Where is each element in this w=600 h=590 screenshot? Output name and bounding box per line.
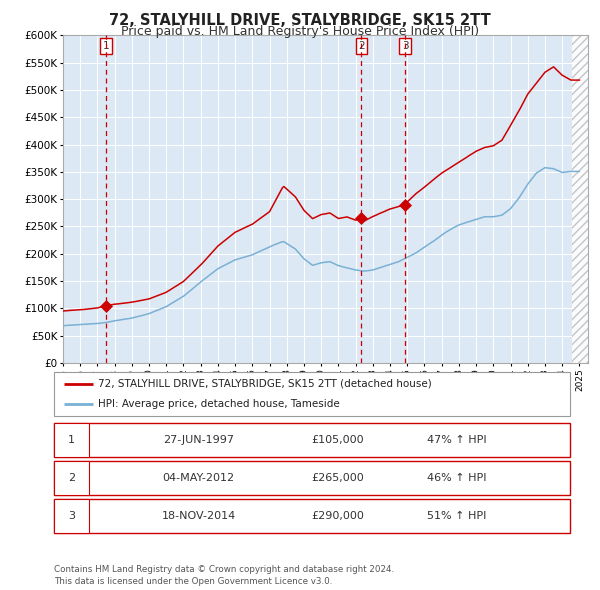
Text: 72, STALYHILL DRIVE, STALYBRIDGE, SK15 2TT: 72, STALYHILL DRIVE, STALYBRIDGE, SK15 2… [109, 13, 491, 28]
Text: Price paid vs. HM Land Registry's House Price Index (HPI): Price paid vs. HM Land Registry's House … [121, 25, 479, 38]
FancyBboxPatch shape [54, 499, 89, 533]
Text: 3: 3 [68, 511, 75, 520]
Text: £290,000: £290,000 [311, 511, 364, 520]
FancyBboxPatch shape [54, 461, 570, 495]
FancyBboxPatch shape [54, 372, 570, 416]
Text: Contains HM Land Registry data © Crown copyright and database right 2024.
This d: Contains HM Land Registry data © Crown c… [54, 565, 394, 586]
Text: 1: 1 [68, 435, 75, 445]
Text: £105,000: £105,000 [311, 435, 364, 445]
FancyBboxPatch shape [54, 423, 570, 457]
Text: 18-NOV-2014: 18-NOV-2014 [161, 511, 236, 520]
Text: 72, STALYHILL DRIVE, STALYBRIDGE, SK15 2TT (detached house): 72, STALYHILL DRIVE, STALYBRIDGE, SK15 2… [98, 379, 431, 389]
Text: 51% ↑ HPI: 51% ↑ HPI [427, 511, 486, 520]
FancyBboxPatch shape [54, 499, 570, 533]
Text: 1: 1 [103, 41, 109, 51]
FancyBboxPatch shape [54, 461, 89, 495]
Text: 04-MAY-2012: 04-MAY-2012 [163, 473, 235, 483]
Text: 2: 2 [358, 41, 365, 51]
Text: £265,000: £265,000 [311, 473, 364, 483]
FancyBboxPatch shape [54, 423, 89, 457]
Text: 47% ↑ HPI: 47% ↑ HPI [427, 435, 486, 445]
Text: 27-JUN-1997: 27-JUN-1997 [163, 435, 234, 445]
Text: 3: 3 [402, 41, 409, 51]
Text: HPI: Average price, detached house, Tameside: HPI: Average price, detached house, Tame… [98, 399, 340, 409]
Text: 2: 2 [68, 473, 75, 483]
Text: 46% ↑ HPI: 46% ↑ HPI [427, 473, 486, 483]
Polygon shape [572, 35, 588, 363]
